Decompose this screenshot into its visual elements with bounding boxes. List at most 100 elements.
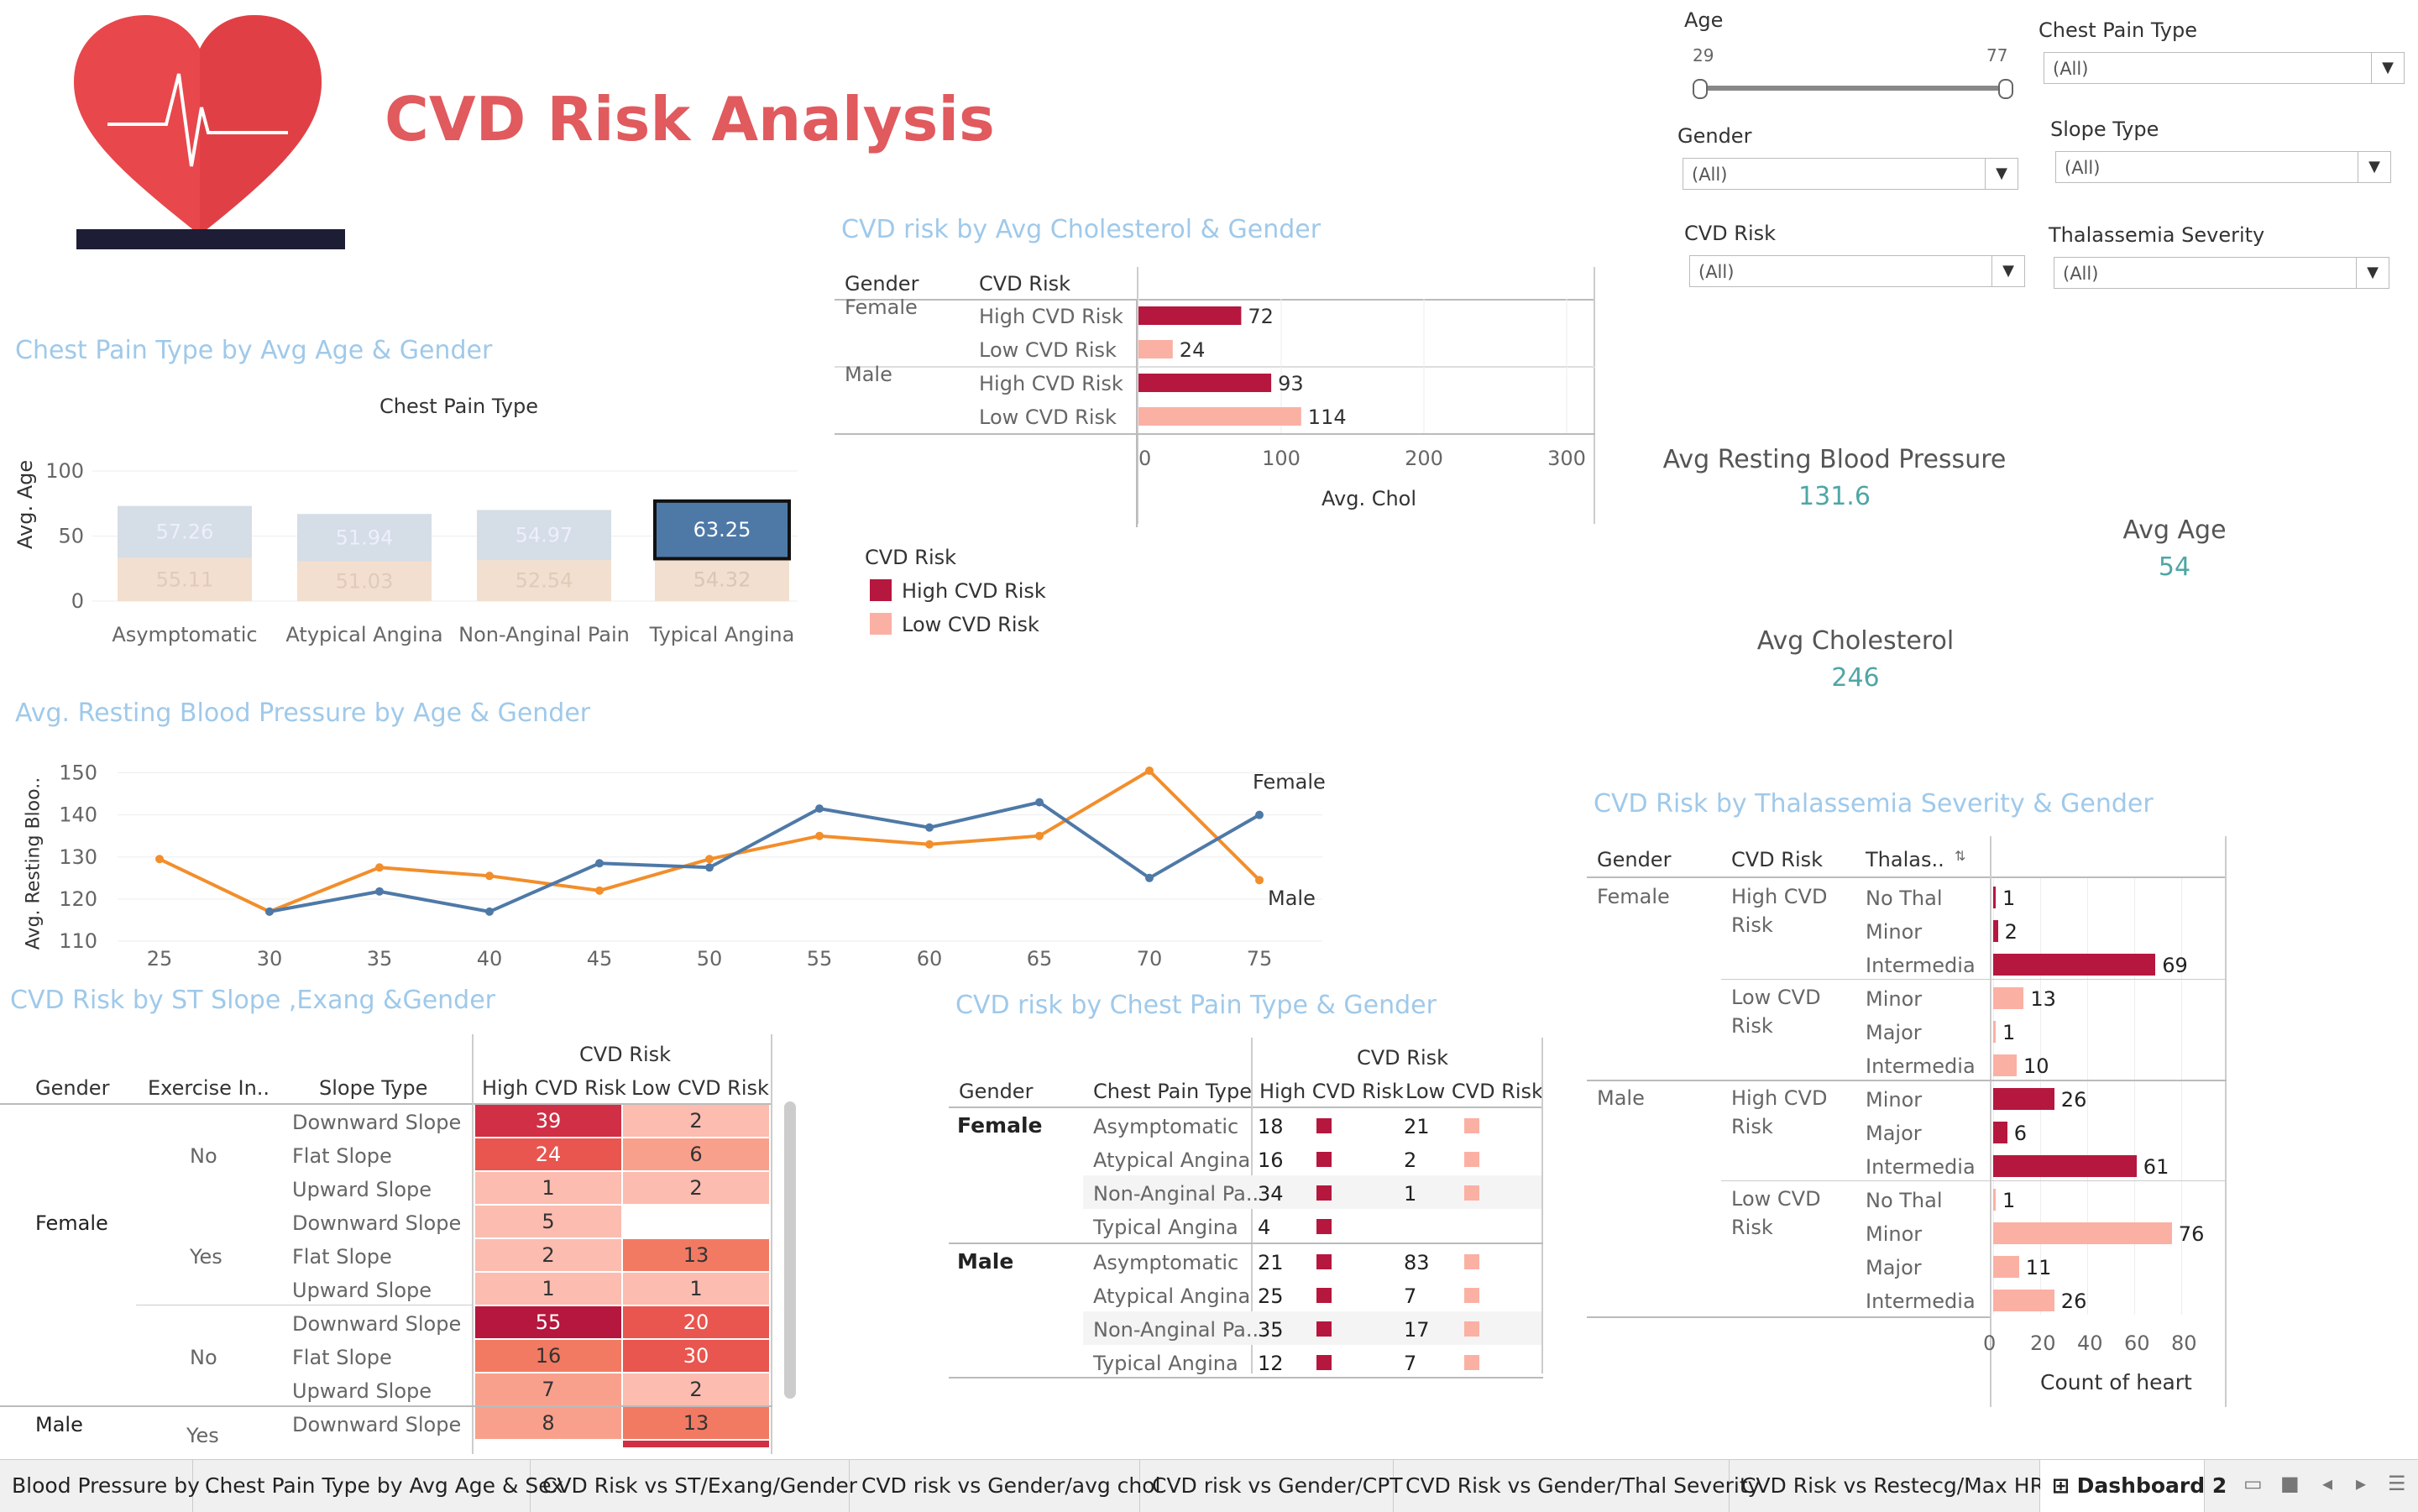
thal-type-label: Major — [1866, 1021, 1922, 1044]
st-high-cell: 8 — [475, 1407, 621, 1439]
chol-xtick: 300 — [1547, 447, 1586, 470]
st-slope-label: Upward Slope — [292, 1279, 432, 1302]
prev-sheet-icon[interactable]: ◂ — [2322, 1472, 2333, 1495]
thal-xtick: 40 — [2077, 1332, 2103, 1355]
thal-risk-label: Low CVD — [1731, 1187, 1821, 1211]
chevron-down-icon: ▼ — [2358, 152, 2390, 182]
sheet-tab[interactable]: ⊞ Dashboard 2 — [2040, 1460, 2227, 1512]
thal-type-label: No Thal — [1866, 887, 1943, 910]
thal-axis — [1990, 836, 1991, 1407]
thal-gridline — [2134, 878, 2135, 1315]
bp-line-chart: 150 140 130 120 110 25 30 35 40 45 50 55 60 65 70 75 Fem… — [59, 761, 1326, 971]
cpt-high-mark — [1316, 1152, 1332, 1167]
st-low-cell: 2 — [623, 1105, 769, 1137]
thal-bar-value: 13 — [2030, 987, 2056, 1011]
st-low-cell: 13 — [623, 1239, 769, 1271]
dashboard-icon: ⊞ — [2052, 1473, 2077, 1498]
thal-bar — [1993, 1256, 2019, 1278]
age-filter-min: 29 — [1693, 45, 1714, 65]
st-slope-label: Upward Slope — [292, 1178, 432, 1201]
cp-bar-top — [653, 499, 791, 561]
thal-bar-value: 26 — [2060, 1290, 2087, 1313]
st-header-line — [0, 1103, 772, 1105]
gender-dropdown[interactable]: (All) ▼ — [1683, 158, 2018, 190]
thal-chart: Gender CVD Risk Thalas.. ⇅ Female High CVD Ris… — [1587, 836, 2227, 1407]
grid-view-icon[interactable]: ▭ — [2243, 1472, 2263, 1495]
slope-dropdown[interactable]: (All) ▼ — [2055, 151, 2391, 183]
cpt-type-label: Asymptomatic — [1093, 1115, 1239, 1138]
cpt-low-mark — [1464, 1152, 1479, 1167]
film-strip-icon[interactable]: ■ — [2280, 1472, 2300, 1495]
st-exang-label: No — [190, 1144, 217, 1168]
age-filter-label: Age — [1684, 8, 1724, 32]
scrollbar[interactable] — [784, 1101, 796, 1399]
cpt-type-label: Typical Angina — [1093, 1352, 1238, 1375]
cpt-col-gender: Gender — [959, 1080, 1034, 1103]
thal-risk-label: High CVD — [1731, 1086, 1828, 1110]
chest-pain-dropdown[interactable]: (All) ▼ — [2044, 52, 2405, 84]
cvd-risk-filter-label: CVD Risk — [1684, 222, 1777, 245]
chevron-down-icon: ▼ — [1991, 256, 2024, 286]
thal-dropdown[interactable]: (All) ▼ — [2054, 257, 2389, 289]
cpt-gender-label: Male — [957, 1249, 1014, 1274]
sheet-tab[interactable]: CVD Risk vs Gender/Thal Severity — [1394, 1460, 1760, 1512]
sheet-tab[interactable]: Chest Pain Type by Avg Age & Sex — [193, 1460, 563, 1512]
chol-bar-value: 114 — [1308, 405, 1347, 429]
thal-gender-label: Male — [1597, 1086, 1645, 1110]
thal-bar-value: 1 — [2002, 887, 2016, 910]
cpt-type-label: Asymptomatic — [1093, 1251, 1239, 1274]
cpt-col-type: Chest Pain Type — [1093, 1080, 1253, 1103]
sheet-tab[interactable]: CVD risk vs Gender/CPT — [1140, 1460, 1403, 1512]
st-high-cell: 24 — [475, 1138, 621, 1170]
age-slider-min-handle[interactable] — [1693, 79, 1708, 99]
sort-icon[interactable]: ⇅ — [1955, 848, 1966, 864]
st-col-high: High CVD Risk — [482, 1076, 626, 1100]
sheet-tab[interactable]: CVD risk vs Gender/avg chol — [850, 1460, 1161, 1512]
st-col-divider — [472, 1034, 474, 1454]
bp-xtick: 65 — [1027, 947, 1053, 971]
sheet-tab[interactable]: CVD Risk vs Restecg/Max HR — [1730, 1460, 2044, 1512]
thal-col-gender: Gender — [1597, 848, 1672, 871]
thal-chart-title: CVD Risk by Thalassemia Severity & Gende… — [1594, 789, 2154, 819]
sheet-tab[interactable]: Blood Pressure by ... — [0, 1460, 227, 1512]
cpt-high-value: 34 — [1258, 1182, 1284, 1206]
thal-xtick: 80 — [2171, 1332, 2197, 1355]
cpt-type-label: Atypical Angina — [1093, 1284, 1251, 1308]
chol-xtick: 0 — [1138, 447, 1151, 470]
st-slope-label: Downward Slope — [292, 1413, 462, 1436]
thal-risk-label: Low CVD — [1731, 986, 1821, 1009]
thal-bar — [1993, 1054, 2017, 1076]
next-sheet-icon[interactable]: ▸ — [2356, 1472, 2367, 1495]
sheet-tab[interactable]: CVD Risk vs ST/Exang/Gender — [531, 1460, 857, 1512]
bp-point — [815, 804, 824, 814]
cpt-bottom-line — [949, 1377, 1543, 1379]
st-high-cell: 2 — [475, 1239, 621, 1271]
cp-stacked-bar-chart: 100 50 0 57.26 55.11 Asymptomatic 51.94 51.03 At… — [45, 459, 798, 646]
kpi-bp-label: Avg Resting Blood Pressure — [1662, 445, 2007, 474]
age-filter-max: 77 — [1986, 45, 2008, 65]
cpt-low-mark — [1464, 1185, 1479, 1201]
cpt-high-value: 4 — [1258, 1216, 1271, 1239]
tab-menu-icon[interactable]: ☰ — [2388, 1472, 2406, 1495]
cpt-col-divider — [1541, 1038, 1543, 1373]
chol-risk-label: High CVD Risk — [979, 305, 1123, 328]
age-slider-max-handle[interactable] — [1998, 79, 2013, 99]
st-slope-label: Upward Slope — [292, 1379, 432, 1403]
st-slope-label: Flat Slope — [292, 1144, 392, 1168]
chest-pain-dropdown-value: (All) — [2053, 59, 2089, 79]
thal-bar — [1993, 1290, 2054, 1311]
thal-gender-line — [1587, 1080, 2227, 1081]
cp-bar-top — [477, 510, 611, 561]
bp-point — [485, 871, 494, 881]
chol-risk-label: Low CVD Risk — [979, 405, 1117, 429]
age-slider-track[interactable] — [1699, 86, 2007, 91]
thal-risk-label: Risk — [1731, 913, 1773, 937]
st-gender-label: Female — [35, 1211, 108, 1235]
cpt-gender-line — [949, 1243, 1543, 1244]
slope-filter-label: Slope Type — [2050, 118, 2159, 141]
bp-ytick: 150 — [59, 761, 97, 785]
slope-dropdown-value: (All) — [2065, 158, 2101, 178]
cpt-high-mark — [1316, 1118, 1332, 1133]
cvd-risk-dropdown[interactable]: (All) ▼ — [1689, 255, 2025, 287]
bp-point — [705, 863, 714, 872]
